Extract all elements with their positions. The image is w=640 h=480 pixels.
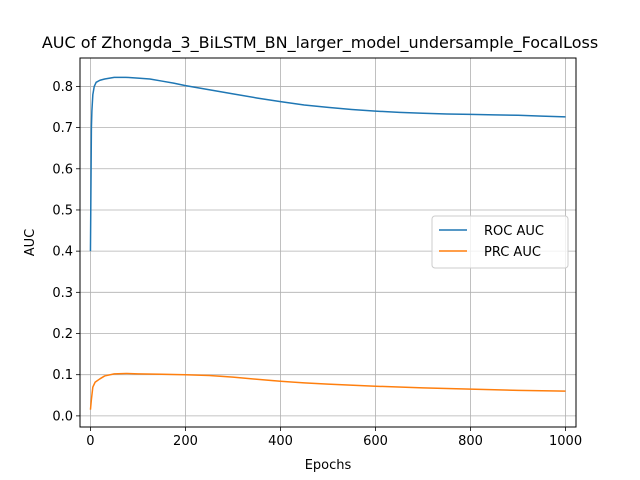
x-tick-label: 200 <box>173 434 198 449</box>
y-tick-label: 0.6 <box>52 162 73 177</box>
axis-ticks: 0 200 400 600 800 1000 0.0 0.1 0.2 0.3 0.4 0.5 0.6 0.… <box>52 80 582 449</box>
y-tick-label: 0.8 <box>52 80 73 95</box>
x-tick-label: 0 <box>86 434 94 449</box>
series-line-prc-auc <box>89 372 566 410</box>
chart-title: AUC of Zhongda_3_BiLSTM_BN_larger_model_… <box>42 33 598 53</box>
legend-label: ROC AUC <box>484 224 544 239</box>
y-tick-label: 0.0 <box>52 409 73 424</box>
legend-box <box>431 215 569 269</box>
y-axis-label: AUC <box>23 229 38 257</box>
y-tick-label: 0.1 <box>52 368 73 383</box>
y-tick-label: 0.5 <box>52 203 73 218</box>
x-tick-label: 600 <box>363 434 388 449</box>
series-line-roc-auc <box>89 76 566 252</box>
y-tick-label: 0.2 <box>52 327 73 342</box>
x-axis-label: Epochs <box>305 458 352 473</box>
series-lines <box>89 76 566 410</box>
x-tick-label: 800 <box>458 434 483 449</box>
y-tick-label: 0.3 <box>52 286 73 301</box>
legend: ROC AUC PRC AUC <box>431 215 569 269</box>
y-tick-label: 0.4 <box>52 245 73 260</box>
x-tick-label: 1000 <box>549 434 582 449</box>
plot-frame <box>79 57 577 428</box>
x-tick-label: 400 <box>268 434 293 449</box>
y-tick-label: 0.7 <box>52 121 73 136</box>
legend-label: PRC AUC <box>484 245 541 260</box>
